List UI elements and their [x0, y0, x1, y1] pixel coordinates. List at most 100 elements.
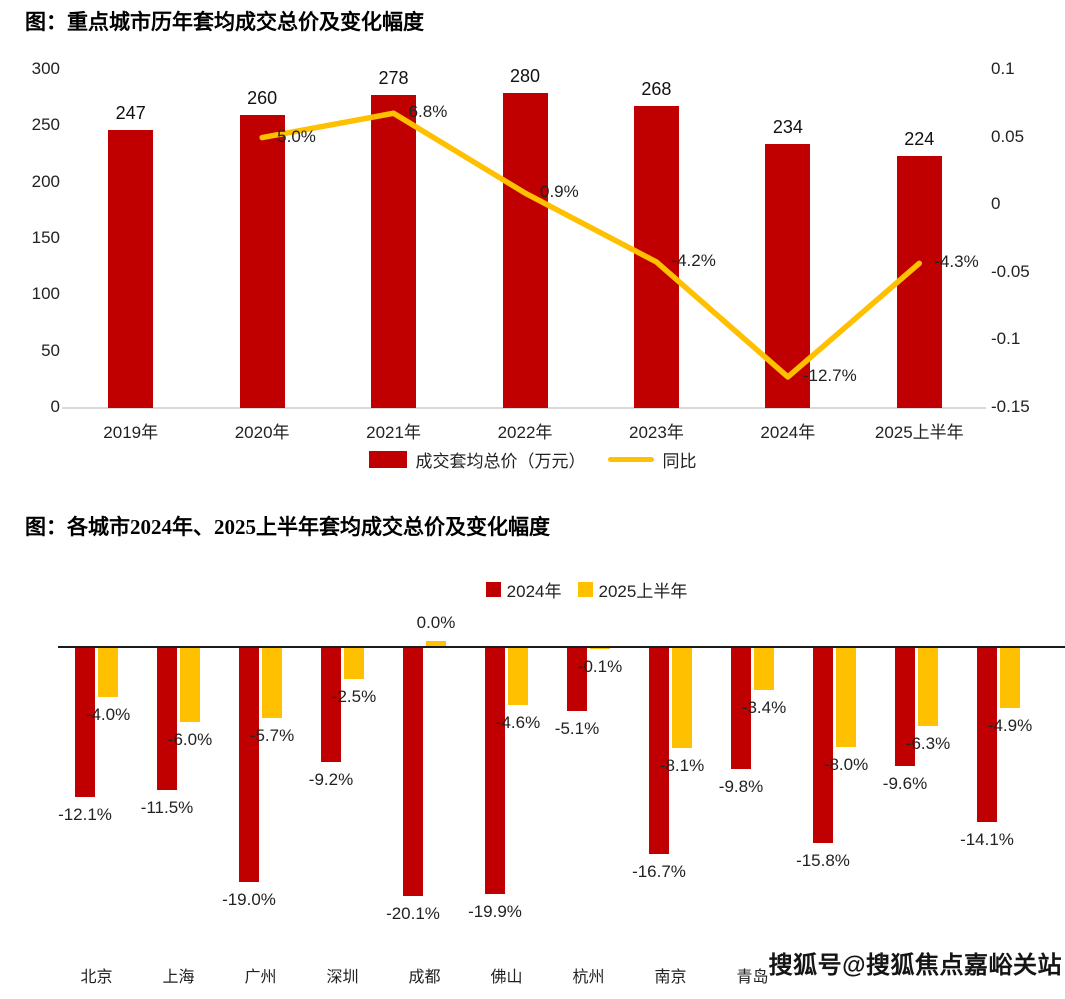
chart2-bar-2025h1-label: -4.9% — [987, 716, 1033, 736]
chart1-right-tick: -0.05 — [991, 261, 1030, 281]
chart2-bar-2025h1-label: 0.0% — [416, 613, 456, 632]
chart1-bar-value-label: 260 — [247, 88, 278, 109]
chart2-bar-2025h1-label: -4.0% — [85, 705, 131, 725]
chart2-city-label-南京: 南京 — [654, 969, 687, 986]
chart2-bar-2024-label: -14.1% — [960, 829, 1014, 849]
chart2-bar-2024 — [731, 648, 751, 769]
chart2-bar-2025h1 — [262, 648, 282, 719]
chart1-right-tick: 0.05 — [991, 126, 1025, 146]
chart1-left-tick: 300 — [31, 59, 60, 78]
chart2-bar-2024 — [567, 648, 587, 711]
chart2-zero-axis-line — [58, 646, 1065, 648]
chart1-left-tick: 50 — [41, 340, 60, 360]
chart1-legend: 成交套均总价（万元） 同比 — [0, 447, 1065, 472]
chart1-bar-2025上半年 — [896, 155, 942, 408]
chart1-left-tick: 250 — [31, 115, 60, 135]
chart1-x-label-2019年: 2019年 — [103, 423, 159, 442]
chart1-line-point-label: -12.7% — [802, 365, 857, 385]
chart2-bar-2024-label: -19.9% — [468, 901, 522, 921]
chart2-city-label-广州: 广州 — [244, 969, 277, 986]
chart1-bar-value-label: 224 — [904, 128, 935, 149]
chart2-bar-2024 — [157, 648, 177, 790]
chart1-x-label-2023年: 2023年 — [629, 423, 684, 442]
chart1-bar-2020年 — [239, 115, 285, 408]
chart2-bar-2024-label: -9.8% — [718, 776, 764, 796]
chart2-bar-2025h1 — [836, 648, 856, 747]
chart1-line-point-label: -4.3% — [934, 252, 979, 272]
chart2-bar-2025h1 — [1000, 648, 1020, 709]
chart1-line-point-label: 5.0% — [277, 126, 316, 146]
chart1-right-tick: 0.1 — [991, 59, 1015, 78]
chart1-left-tick: 150 — [31, 228, 60, 247]
chart1-x-axis-line — [62, 407, 986, 409]
chart2-bar-2024 — [239, 648, 259, 883]
chart1-bar-value-label: 234 — [772, 117, 803, 138]
chart2-bar-2024-label: -11.5% — [140, 797, 194, 817]
chart2-city-label-深圳: 深圳 — [326, 969, 359, 986]
chart2-city-label-北京: 北京 — [80, 969, 113, 986]
legend-2025h1-label: 2025上半年 — [598, 582, 688, 601]
chart1-bar-value-label: 268 — [641, 79, 672, 100]
legend-2024-label: 2024年 — [506, 582, 562, 601]
chart2-bar-2025h1-label: -8.0% — [823, 754, 869, 774]
chart2-bar-2025h1 — [180, 648, 200, 723]
chart2-bar-2024-label: -15.8% — [796, 850, 850, 870]
chart2-bar-2025h1 — [672, 648, 692, 748]
chart1-bar-value-label: 280 — [509, 65, 541, 86]
chart1-right-tick: -0.15 — [991, 397, 1030, 416]
chart1-right-tick: -0.1 — [991, 329, 1021, 349]
legend-2025h1-swatch-icon — [577, 582, 593, 597]
chart1-line-point-label: 0.9% — [540, 182, 579, 202]
chart2-bar-2025h1-label: -8.1% — [659, 755, 705, 775]
chart1-x-label-2020年: 2020年 — [234, 423, 290, 442]
chart2-bar-2024 — [75, 648, 95, 798]
chart2-bar-2024 — [485, 648, 505, 894]
chart2-bar-2025h1 — [508, 648, 528, 705]
legend-line-swatch-icon — [607, 457, 654, 462]
chart1-x-label-2024年: 2024年 — [760, 423, 816, 442]
legend-2024-swatch-icon — [485, 582, 501, 597]
chart2-bar-2025h1 — [754, 648, 774, 690]
chart2-city-label-上海: 上海 — [162, 969, 195, 986]
chart2-city-label-杭州: 杭州 — [572, 969, 605, 986]
chart2-bar-2025h1-label: -6.0% — [167, 730, 213, 750]
chart2-bar-2024 — [977, 648, 997, 822]
chart2-bar-2025h1-label: -6.3% — [905, 733, 951, 753]
yoy-line — [259, 110, 923, 380]
chart2-bar-2024-label: -20.1% — [386, 904, 440, 924]
chart2-bar-2025h1-label: -5.7% — [249, 726, 295, 746]
chart2-bar-2025h1-label: -0.1% — [577, 657, 623, 677]
chart2-bar-2025h1 — [590, 648, 610, 650]
chart2-city-label-佛山: 佛山 — [490, 969, 523, 986]
chart2-bar-2024-label: -16.7% — [632, 862, 686, 882]
chart1-bar-2021年 — [371, 94, 417, 408]
chart1-x-label-2025上半年: 2025上半年 — [874, 423, 964, 442]
chart1-line-point-label: 6.8% — [408, 102, 448, 122]
chart1-left-tick: 0 — [50, 397, 60, 416]
chart2-bar-2024-label: -12.1% — [58, 805, 112, 825]
chart1-bar-2019年 — [108, 129, 154, 408]
chart2-bar-2025h1 — [918, 648, 938, 726]
chart2-bar-2025h1 — [426, 641, 446, 646]
chart2-bar-2024-label: -5.1% — [554, 718, 600, 738]
legend-line-label: 同比 — [662, 452, 697, 471]
legend-bar-swatch-icon — [368, 451, 407, 468]
chart2-bar-2024 — [321, 648, 341, 762]
chart2-title: 图：各城市2024年、2025上半年套均成交总价及变化幅度 — [25, 515, 550, 539]
chart1-bar-2022年 — [502, 92, 548, 408]
chart2-city-label-成都: 成都 — [408, 969, 441, 986]
chart1-bar-value-label: 247 — [115, 102, 146, 123]
chart1-title: 图：重点城市历年套均成交总价及变化幅度 — [25, 10, 424, 34]
chart2-bar-2024 — [403, 648, 423, 897]
legend-bar-label: 成交套均总价（万元） — [415, 452, 586, 471]
chart1-x-label-2021年: 2021年 — [366, 423, 421, 442]
chart2-bar-2024-label: -9.2% — [308, 769, 354, 789]
chart1-left-tick: 100 — [31, 284, 60, 304]
chart2-city-label-青岛: 青岛 — [736, 969, 769, 986]
chart2-bar-2024 — [895, 648, 915, 767]
chart1-bar-value-label: 278 — [378, 67, 409, 88]
watermark-text: 搜狐号@搜狐焦点嘉峪关站 — [768, 952, 1062, 979]
chart1-right-tick: 0 — [991, 194, 1001, 214]
chart2-bar-2025h1 — [344, 648, 364, 679]
